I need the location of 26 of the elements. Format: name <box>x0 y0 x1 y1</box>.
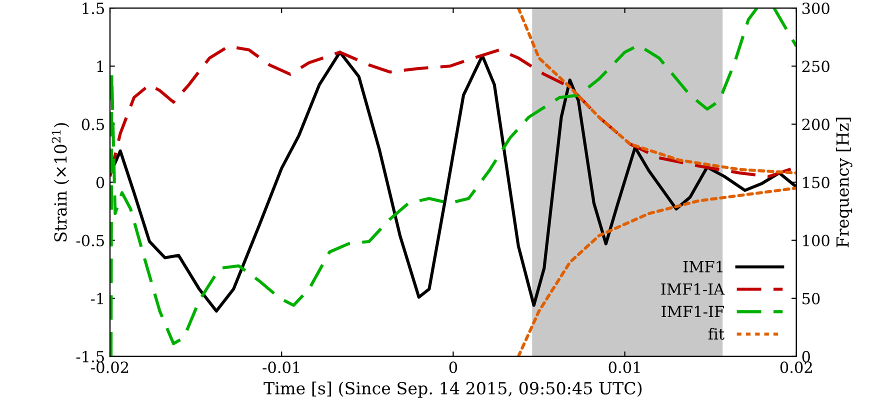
legend-label: fit <box>708 328 724 340</box>
y2-tick-label: 0 <box>802 350 810 362</box>
y2-tick-label: 300 <box>802 2 830 14</box>
y-tick-label: 1 <box>97 60 103 72</box>
x-tick-label: -0.01 <box>262 362 300 374</box>
y-tick-label: 1.5 <box>82 2 104 14</box>
y2-tick-label: 250 <box>802 60 830 72</box>
legend-label: IMF1-IA <box>661 283 725 295</box>
legend-label: IMF1-IF <box>662 306 724 318</box>
y2-tick-label: 200 <box>802 118 830 130</box>
x-tick-label: -0.02 <box>91 362 128 374</box>
y2-tick-label: 150 <box>803 176 830 188</box>
y-tick-label: -1.5 <box>76 350 104 362</box>
x-tick-label: 0 <box>449 362 458 374</box>
y2-axis-title: Frequency [Hz] <box>836 118 852 248</box>
x-tick-label: 0.02 <box>780 362 812 374</box>
y-axis-title: Strain (×10$^{21}$) <box>52 123 70 242</box>
legend-label: IMF1 <box>683 260 722 272</box>
y-tick-label: 0 <box>96 176 104 188</box>
y2-tick-label: 100 <box>803 234 830 246</box>
y-tick-label: -1 <box>90 292 103 304</box>
y-tick-label: -0.5 <box>76 234 104 246</box>
x-tick-label: 0.01 <box>608 362 640 374</box>
x-axis-title: Time [s] (Since Sep. 14 2015, 09:50:45 UTC) <box>264 382 642 398</box>
y-tick-label: 0.5 <box>82 118 104 130</box>
y2-tick-label: 50 <box>802 292 820 304</box>
